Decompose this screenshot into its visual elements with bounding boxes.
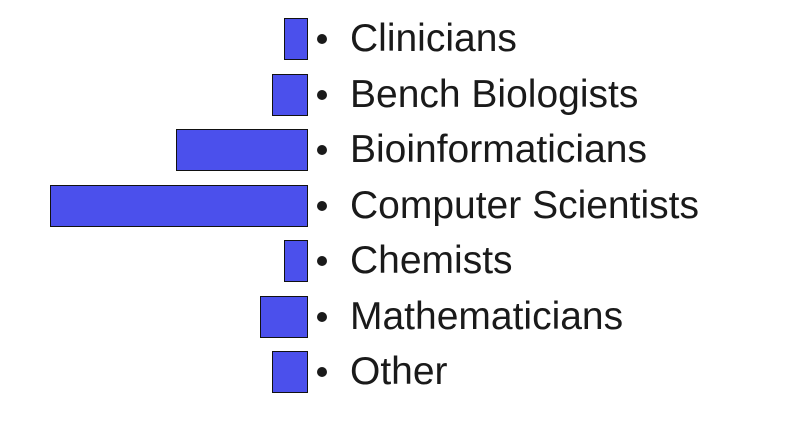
category-label: Other xyxy=(350,350,448,393)
bullet-icon xyxy=(317,311,327,322)
bullet-icon xyxy=(317,200,327,211)
bar-clinicians xyxy=(284,18,308,60)
bar-bench-biologists xyxy=(272,73,308,116)
category-label: Bioinformaticians xyxy=(350,128,647,171)
bullet-icon xyxy=(317,89,327,100)
bar-other xyxy=(272,351,308,393)
bullet-icon xyxy=(317,367,327,377)
category-label: Bench Biologists xyxy=(350,72,639,116)
bar-bioinformaticians xyxy=(176,129,308,171)
bar-mathematicians xyxy=(260,295,308,338)
category-label: Mathematicians xyxy=(350,294,624,338)
category-label: Chemists xyxy=(350,239,513,282)
bullet-icon xyxy=(317,256,327,266)
category-label: Computer Scientists xyxy=(350,183,699,227)
bar-chemists xyxy=(284,240,308,282)
bullet-icon xyxy=(317,145,327,155)
category-label: Clinicians xyxy=(350,17,517,60)
bar-computer-scientists xyxy=(50,184,308,227)
bullet-icon xyxy=(317,34,327,44)
